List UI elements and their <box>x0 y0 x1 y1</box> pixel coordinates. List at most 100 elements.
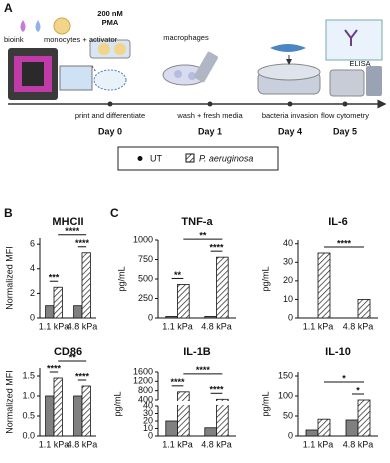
x-tick-label: 4.8 kPa <box>67 439 98 449</box>
y-tick-label: 30 <box>143 408 153 418</box>
bar <box>357 399 371 437</box>
axis-break <box>154 401 238 405</box>
bar <box>216 256 229 319</box>
bar <box>317 418 331 437</box>
significance-label: * <box>342 373 346 383</box>
x-tick-label: 1.1 kPa <box>39 439 70 449</box>
x-tick-label: 1.1 kPa <box>162 321 193 331</box>
significance-label: **** <box>65 226 80 236</box>
chart-title: IL-1B <box>183 346 211 358</box>
bar <box>177 284 190 319</box>
step-label: print and differentiate <box>75 111 145 120</box>
bar <box>73 395 83 437</box>
y-tick-label: 1200 <box>133 376 153 386</box>
y-tick-label: 6 <box>30 239 35 249</box>
monocytes-label: monocytes + activator <box>44 35 118 44</box>
y-tick-label: 0.5 <box>22 410 35 420</box>
significance-label: **** <box>170 377 185 387</box>
x-tick-label: 1.1 kPa <box>303 439 334 449</box>
bar <box>53 377 63 437</box>
y-tick-label: 0 <box>148 430 153 440</box>
significance-label: ** <box>199 231 207 241</box>
step-label: bacteria invasion <box>262 111 318 120</box>
panel-label: B <box>4 206 13 220</box>
panel-label: C <box>110 206 119 220</box>
y-axis-label: Normalized MFI <box>4 370 14 434</box>
legend-label: UT <box>150 153 162 163</box>
significance-label: **** <box>75 238 90 248</box>
significance-label: ** <box>174 270 182 280</box>
y-tick-label: 1.5 <box>22 370 35 380</box>
significance-label: **** <box>209 243 224 253</box>
bar <box>345 419 359 437</box>
y-tick-label: 0.0 <box>22 430 35 440</box>
y-tick-label: 0 <box>288 430 293 440</box>
chart-title: IL-6 <box>328 216 348 228</box>
y-tick-label: 2 <box>30 288 35 298</box>
y-tick-label: 30 <box>283 257 293 267</box>
x-tick-label: 1.1 kPa <box>303 321 334 331</box>
y-axis-label: pg/mL <box>260 266 270 291</box>
legend-label: P. aeruginosa <box>199 153 253 163</box>
y-tick-label: 40 <box>143 400 153 410</box>
y-axis-label: Normalized MFI <box>4 246 14 310</box>
significance-label: **** <box>47 363 62 373</box>
chart-title: IL-10 <box>325 346 351 358</box>
legend-swatch <box>137 156 143 161</box>
macrophages-label: macrophages <box>163 33 209 42</box>
step-day: Day 4 <box>278 126 302 136</box>
bar <box>81 252 91 319</box>
y-axis-label: pg/mL <box>116 266 126 291</box>
y-tick-label: 0 <box>30 312 35 322</box>
step-label: wash + fresh media <box>176 111 243 120</box>
y-tick-label: 0 <box>148 312 153 322</box>
significance-label: **** <box>75 371 90 381</box>
y-tick-label: 100 <box>278 390 293 400</box>
step-label: flow cytometry <box>321 111 369 120</box>
y-tick-label: 1600 <box>133 366 153 376</box>
step-day: Day 1 <box>198 126 222 136</box>
x-tick-label: 4.8 kPa <box>67 321 98 331</box>
legend-swatch <box>185 153 195 163</box>
bar <box>165 316 178 319</box>
y-tick-label: 750 <box>138 254 153 264</box>
chart-title: CD86 <box>54 346 82 358</box>
panel-label: A <box>4 1 13 15</box>
y-tick-label: 250 <box>138 293 153 303</box>
pma-label: 200 nM <box>97 9 122 18</box>
bioink-label: bioink <box>4 35 24 44</box>
bar <box>45 395 55 437</box>
y-tick-label: 20 <box>283 275 293 285</box>
y-tick-label: 50 <box>283 410 293 420</box>
chart-title: TNF-a <box>181 216 213 228</box>
x-tick-label: 4.8 kPa <box>343 439 374 449</box>
y-axis-label: pg/mL <box>260 391 270 416</box>
significance-label: * <box>356 385 360 395</box>
y-tick-label: 800 <box>138 385 153 395</box>
x-tick-label: 4.8 kPa <box>201 439 232 449</box>
schematic <box>8 17 387 109</box>
chart-title: MHCII <box>52 216 83 228</box>
significance-label: **** <box>337 238 352 248</box>
significance-label: **** <box>196 365 211 375</box>
significance-label: *** <box>49 273 60 283</box>
significance-label: ** <box>69 352 77 362</box>
bar <box>204 316 217 319</box>
bar <box>357 299 371 319</box>
bar <box>317 252 331 319</box>
y-tick-label: 10 <box>143 423 153 433</box>
y-tick-label: 4 <box>30 263 35 273</box>
bar <box>165 420 178 437</box>
y-tick-label: 0 <box>288 312 293 322</box>
x-tick-label: 1.1 kPa <box>162 439 193 449</box>
y-axis-label: pg/mL <box>112 391 122 416</box>
bar <box>45 305 55 319</box>
y-tick-label: 150 <box>278 370 293 380</box>
bar <box>204 427 217 437</box>
step-day: Day 5 <box>333 126 357 136</box>
legend-box <box>117 146 279 171</box>
bar <box>73 305 83 319</box>
y-tick-label: 1.0 <box>22 390 35 400</box>
y-tick-label: 500 <box>138 273 153 283</box>
